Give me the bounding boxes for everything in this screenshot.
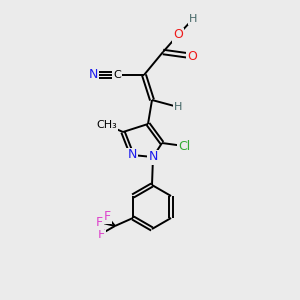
Text: O: O [173, 28, 183, 41]
Text: Cl: Cl [178, 140, 190, 152]
Text: N: N [148, 151, 158, 164]
Text: F: F [95, 215, 103, 229]
Text: F: F [98, 227, 104, 241]
Text: F: F [103, 209, 110, 223]
Text: N: N [127, 148, 137, 161]
Text: O: O [187, 50, 197, 62]
Text: H: H [189, 14, 197, 24]
Text: C: C [113, 70, 121, 80]
Text: N: N [88, 68, 98, 82]
Text: CH₃: CH₃ [97, 120, 117, 130]
Text: H: H [174, 102, 182, 112]
